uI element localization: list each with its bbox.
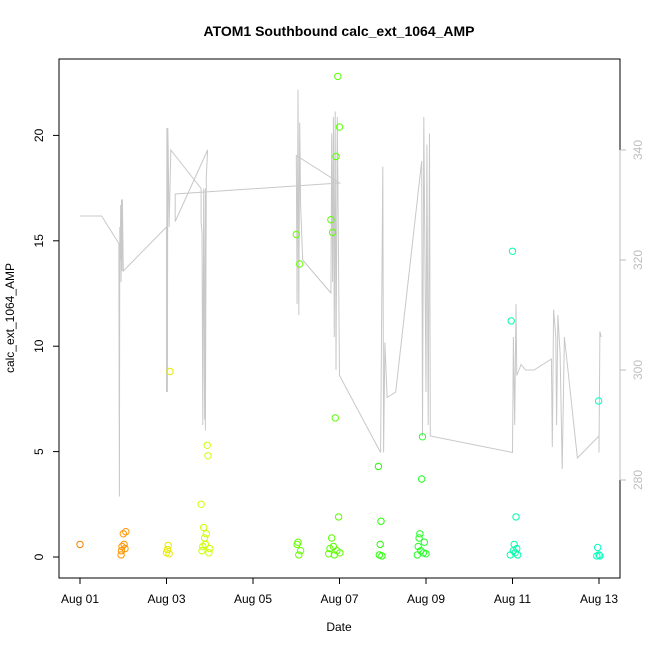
scatter-point	[328, 228, 337, 237]
scatter-point	[163, 545, 172, 554]
scatter-point	[121, 544, 129, 553]
scatter-point	[378, 552, 386, 560]
right-tick-label: 320	[631, 250, 645, 270]
scatter-point	[117, 551, 125, 559]
y-tick-label: 10	[32, 339, 46, 353]
scatter-point	[508, 247, 517, 256]
scatter-point	[420, 538, 428, 546]
y-tick-label: 0	[32, 553, 46, 560]
right-axis: 280 300 320 340	[619, 140, 645, 490]
scatter-point	[596, 552, 604, 560]
scatter-point	[198, 547, 206, 555]
scatter-point	[202, 530, 211, 538]
scatter-point	[514, 551, 522, 559]
scatter-point	[416, 530, 424, 538]
scatter-point	[165, 550, 173, 558]
scatter-point	[595, 551, 603, 559]
scatter-point	[204, 452, 212, 460]
scatter-point	[334, 72, 342, 81]
scatter-point	[326, 544, 334, 553]
scatter-point	[203, 441, 211, 449]
scatter-point	[120, 540, 128, 549]
scatter-point	[332, 152, 340, 161]
scatter-point	[294, 538, 302, 546]
x-tick-label: Aug 05	[234, 592, 272, 606]
scatter-point	[415, 534, 423, 542]
scatter-point	[335, 123, 344, 131]
scatter-point	[164, 541, 172, 550]
scatter-point	[325, 550, 333, 558]
scatter-point	[200, 534, 209, 542]
scatter-point	[377, 517, 385, 525]
chart-title: ATOM1 Southbound calc_ext_1064_AMP	[204, 23, 475, 39]
scatter-point	[374, 462, 383, 471]
scatter-point	[376, 540, 384, 549]
scatter-point	[200, 523, 208, 532]
scatter-point	[205, 549, 213, 557]
scatter-point	[413, 551, 421, 559]
scatter-point	[507, 317, 515, 325]
scatter-layer	[76, 72, 604, 560]
scatter-point	[201, 540, 210, 549]
right-tick-label: 340	[631, 140, 645, 160]
scatter-point	[422, 550, 430, 558]
right-tick-label: 300	[631, 360, 645, 380]
scatter-point	[166, 367, 174, 376]
y-tick-label: 15	[32, 234, 46, 248]
x-axis-label: Date	[326, 620, 352, 634]
x-tick-label: Aug 11	[494, 592, 531, 606]
secondary-series-layer	[80, 89, 602, 497]
scatter-point	[122, 528, 130, 536]
scatter-point	[594, 397, 603, 405]
scatter-point	[76, 540, 84, 549]
scatter-point	[418, 433, 427, 441]
scatter-point	[206, 544, 214, 553]
x-tick-label: Aug 03	[147, 592, 185, 606]
y-tick-label: 5	[32, 448, 46, 455]
x-tick-label: Aug 01	[61, 592, 99, 606]
x-tick-label: Aug 13	[580, 592, 618, 606]
scatter-point	[292, 230, 300, 239]
secondary-series-line	[80, 89, 602, 497]
scatter-point	[331, 414, 339, 422]
x-axis: Aug 01 Aug 03 Aug 05 Aug 07 Aug 09 Aug 11 Aug …	[61, 577, 618, 606]
scatter-point	[295, 551, 303, 559]
scatter-point	[296, 260, 304, 268]
scatter-point	[197, 500, 205, 508]
scatter-point	[512, 513, 520, 521]
y-axis-label: calc_ext_1064_AMP	[3, 263, 17, 373]
scatter-point	[327, 216, 335, 224]
right-tick-label: 280	[631, 470, 645, 490]
y-tick-label: 20	[32, 128, 46, 142]
x-tick-label: Aug 07	[320, 592, 358, 606]
scatter-point	[418, 475, 426, 483]
scatter-point	[296, 547, 305, 555]
y-axis: 0 5 10 15 20	[32, 128, 60, 560]
scatter-point	[119, 530, 128, 538]
scatter-point	[336, 549, 344, 557]
x-tick-label: Aug 09	[407, 592, 445, 606]
scatter-point	[328, 534, 336, 542]
scatter-point	[594, 543, 602, 552]
scatter-point	[334, 513, 343, 521]
